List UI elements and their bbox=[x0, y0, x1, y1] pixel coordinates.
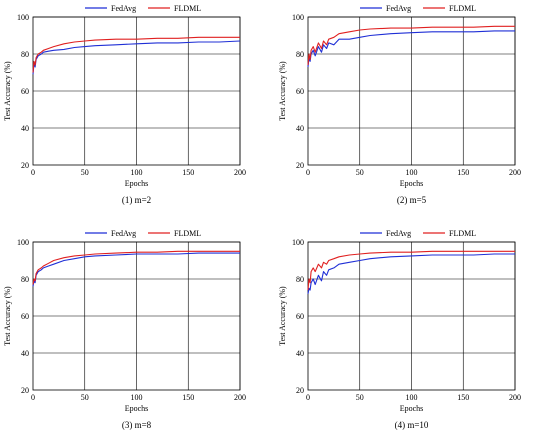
legend-label-fedavg: FedAvg bbox=[386, 229, 411, 238]
chart-4-svg: 0 50 100 150 200 20 40 60 80 100 Epochs Test Accura… bbox=[278, 229, 521, 430]
y-axis-label: Test Accuracy (%) bbox=[3, 286, 12, 346]
x-tick-label: 150 bbox=[182, 168, 194, 177]
chart-caption: (2) m=5 bbox=[397, 195, 427, 205]
chart-1-svg: 0 50 100 150 200 20 40 60 80 100 Epochs Test Accura… bbox=[3, 4, 246, 205]
x-tick-label: 100 bbox=[131, 168, 143, 177]
plot-frame bbox=[307, 16, 516, 166]
x-tick-label: 50 bbox=[81, 168, 89, 177]
chart-3-svg: 0 50 100 150 200 20 40 60 80 100 Epochs Test Accura… bbox=[3, 229, 246, 430]
x-tick-label: 50 bbox=[81, 393, 89, 402]
y-tick-label: 60 bbox=[296, 87, 304, 96]
legend-label-fedavg: FedAvg bbox=[111, 4, 136, 13]
x-tick-label: 50 bbox=[356, 168, 364, 177]
plot-frame bbox=[307, 241, 516, 391]
series-line-fldml-chart-4 bbox=[307, 250, 515, 291]
y-tick-label: 100 bbox=[17, 238, 29, 247]
series-line-fldml-chart-1 bbox=[32, 36, 240, 73]
y-tick-label: 80 bbox=[296, 275, 304, 284]
y-tick-label: 40 bbox=[21, 124, 29, 133]
y-tick-label: 40 bbox=[21, 349, 29, 358]
x-tick-label: 100 bbox=[406, 393, 418, 402]
chart-2-svg: 0 50 100 150 200 20 40 60 80 100 Epochs Test Accura… bbox=[278, 4, 521, 205]
y-tick-label: 40 bbox=[296, 124, 304, 133]
legend-label-fedavg: FedAvg bbox=[111, 229, 136, 238]
chart-panel-4: 0 50 100 150 200 20 40 60 80 100 Epochs Test Accura… bbox=[275, 225, 550, 442]
y-tick-label: 60 bbox=[296, 312, 304, 321]
plot-frame bbox=[32, 16, 241, 166]
y-tick-label: 20 bbox=[21, 161, 29, 170]
x-tick-label: 200 bbox=[509, 393, 521, 402]
x-axis-label: Epochs bbox=[400, 404, 424, 413]
x-tick-label: 200 bbox=[509, 168, 521, 177]
x-axis-label: Epochs bbox=[400, 179, 424, 188]
y-axis-label: Test Accuracy (%) bbox=[3, 61, 12, 121]
x-tick-label: 150 bbox=[457, 168, 469, 177]
chart-caption: (3) m=8 bbox=[122, 420, 152, 430]
x-tick-label: 100 bbox=[406, 168, 418, 177]
series-line-fldml-chart-3 bbox=[32, 250, 240, 285]
x-tick-label: 0 bbox=[306, 393, 310, 402]
y-tick-label: 80 bbox=[21, 50, 29, 59]
y-tick-label: 100 bbox=[292, 238, 304, 247]
chart-panel-2: 0 50 100 150 200 20 40 60 80 100 Epochs Test Accura… bbox=[275, 0, 550, 217]
y-tick-label: 100 bbox=[17, 13, 29, 22]
plot-frame bbox=[32, 241, 241, 391]
chart-caption: (4) m=10 bbox=[395, 420, 429, 430]
y-tick-label: 60 bbox=[21, 87, 29, 96]
x-tick-label: 0 bbox=[31, 393, 35, 402]
chart-panel-1: 0 50 100 150 200 20 40 60 80 100 Epochs Test Accura… bbox=[0, 0, 275, 217]
y-tick-label: 20 bbox=[296, 386, 304, 395]
x-tick-label: 0 bbox=[306, 168, 310, 177]
x-tick-label: 200 bbox=[234, 168, 246, 177]
series-line-fldml-chart-2 bbox=[307, 25, 515, 66]
x-axis-label: Epochs bbox=[125, 179, 149, 188]
x-tick-label: 100 bbox=[131, 393, 143, 402]
x-tick-label: 0 bbox=[31, 168, 35, 177]
legend-label-fedavg: FedAvg bbox=[386, 4, 411, 13]
series-line-fedavg-chart-4 bbox=[307, 253, 515, 294]
y-tick-label: 20 bbox=[296, 161, 304, 170]
x-tick-label: 150 bbox=[182, 393, 194, 402]
y-tick-label: 20 bbox=[21, 386, 29, 395]
x-tick-label: 50 bbox=[356, 393, 364, 402]
x-axis-label: Epochs bbox=[125, 404, 149, 413]
x-tick-label: 200 bbox=[234, 393, 246, 402]
x-tick-label: 150 bbox=[457, 393, 469, 402]
y-tick-label: 80 bbox=[21, 275, 29, 284]
y-axis-label: Test Accuracy (%) bbox=[278, 61, 287, 121]
series-line-fedavg-chart-2 bbox=[307, 30, 515, 68]
y-tick-label: 80 bbox=[296, 50, 304, 59]
y-tick-label: 60 bbox=[21, 312, 29, 321]
y-tick-label: 100 bbox=[292, 13, 304, 22]
y-tick-label: 40 bbox=[296, 349, 304, 358]
y-axis-label: Test Accuracy (%) bbox=[278, 286, 287, 346]
chart-panel-3: 0 50 100 150 200 20 40 60 80 100 Epochs Test Accura… bbox=[0, 225, 275, 442]
chart-caption: (1) m=2 bbox=[122, 195, 151, 205]
legend-label-fldml: FLDML bbox=[449, 229, 476, 238]
legend-label-fldml: FLDML bbox=[174, 229, 201, 238]
legend-label-fldml: FLDML bbox=[174, 4, 201, 13]
legend-label-fldml: FLDML bbox=[449, 4, 476, 13]
